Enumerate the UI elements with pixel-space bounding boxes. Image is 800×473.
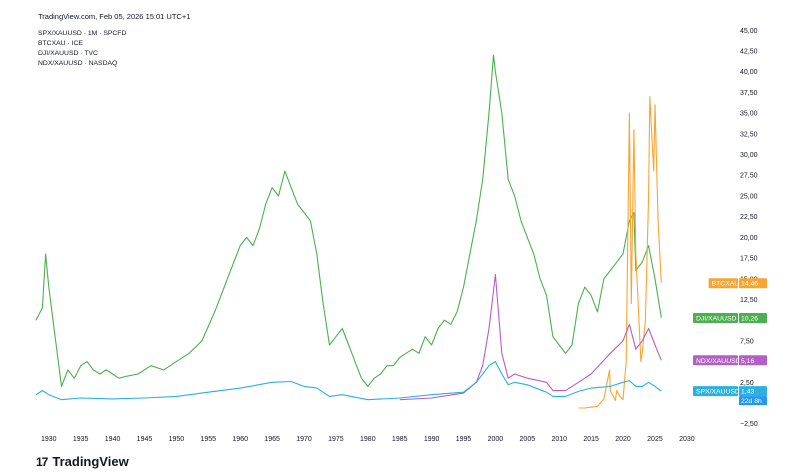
price-label-value-bg (739, 313, 767, 324)
price-label-value-bg (739, 355, 767, 366)
y-tick-label: 25,00 (740, 193, 758, 200)
y-tick-label: 30,00 (740, 152, 758, 159)
series-line-btc (578, 95, 662, 409)
y-axis-ticks: 45,00 42,50 40,00 37,50 35,00 32,50 30,00 27,50… (740, 28, 758, 428)
series-line-ndx (399, 274, 662, 401)
legend-btc[interactable]: BTCXAU · ICE (38, 40, 83, 47)
price-label-value-bg (739, 278, 767, 289)
x-tick-label: 1980 (360, 436, 376, 443)
price-label-name-bg (693, 355, 738, 366)
price-label-name: SPX/XAUUSD (696, 389, 740, 396)
y-tick-label: 42,50 (740, 48, 758, 55)
x-tick-label: 2015 (583, 436, 599, 443)
series-legend: SPX/XAUUSD · 1M · SPCFD BTCXAU · ICE DJI… (38, 29, 126, 69)
y-tick-label: 40,00 (740, 69, 758, 76)
price-labels: BTCXAU 14,46 DJI/XAUUSD 10,26 NDX/XAUUSD 5,16… (693, 278, 767, 406)
price-label-name-bg (693, 386, 738, 397)
x-tick-label: 2020 (615, 436, 631, 443)
y-tick-label: 2,50 (740, 380, 754, 387)
x-tick-label: 2000 (488, 436, 504, 443)
x-tick-label: 1945 (137, 436, 153, 443)
x-tick-label: 1955 (200, 436, 216, 443)
y-tick-label: 22,50 (740, 214, 758, 221)
x-tick-label: 1935 (73, 436, 89, 443)
series-line-spx (35, 361, 662, 401)
y-tick-label: 27,50 (740, 173, 758, 180)
x-tick-label: 1940 (105, 436, 121, 443)
legend-ndx[interactable]: NDX/XAUUSD · NASDAQ (38, 60, 118, 67)
price-label-value: 5,16 (741, 358, 754, 365)
x-tick-label: 1975 (328, 436, 344, 443)
price-label-name-bg (693, 313, 738, 324)
x-tick-label: 2030 (679, 436, 695, 443)
price-label-name: NDX/XAUUSD (696, 358, 741, 365)
x-tick-label: 1970 (296, 436, 312, 443)
x-tick-label: 2025 (647, 436, 663, 443)
y-tick-label: 35,00 (740, 111, 758, 118)
series-layer (35, 54, 662, 409)
x-tick-label: 1960 (232, 436, 248, 443)
y-tick-label: 37,50 (740, 90, 758, 97)
brand-name: TradingView (52, 454, 129, 469)
price-label-btc: BTCXAU 14,46 (708, 278, 767, 289)
price-label-value-bg (739, 386, 767, 397)
x-tick-label: 2005 (520, 436, 536, 443)
price-label-dji: DJI/XAUUSD 10,26 (693, 313, 767, 324)
x-tick-label: 1995 (456, 436, 472, 443)
y-tick-label: −2,50 (740, 421, 758, 428)
y-tick-label: 17,50 (740, 256, 758, 263)
legend-spx[interactable]: SPX/XAUUSD · 1M · SPCFD (38, 30, 127, 37)
price-label-value: 14,46 (741, 281, 758, 288)
price-label-value: 1,43 (741, 389, 754, 396)
y-tick-label: 45,00 (740, 28, 758, 35)
x-axis-ticks: 1930 1935 1940 1945 1950 1955 1960 1965 1970 1975… (41, 436, 695, 443)
price-label-value: 10,26 (741, 316, 758, 323)
bar-countdown: 22d 8h (741, 398, 762, 405)
y-tick-label: 32,50 (740, 131, 758, 138)
price-label-spx: SPX/XAUUSD 1,43 (693, 386, 767, 397)
x-tick-label: 2010 (551, 436, 567, 443)
x-tick-label: 1965 (264, 436, 280, 443)
countdown-bg (739, 396, 767, 406)
x-tick-label: 1985 (392, 436, 408, 443)
tradingview-logo-icon: 17 (36, 454, 48, 469)
x-tick-label: 1990 (424, 436, 440, 443)
tradingview-brand[interactable]: 17 TradingView (36, 454, 129, 469)
price-label-ndx: NDX/XAUUSD 5,16 (693, 355, 767, 366)
series-line-dji (35, 54, 662, 387)
price-label-name: DJI/XAUUSD (696, 316, 737, 323)
price-label-name-bg (708, 278, 738, 289)
y-tick-label: 7,50 (740, 338, 754, 345)
source-line: TradingView.com, Feb 05, 2026 15:01 UTC+… (38, 12, 191, 21)
legend-dji[interactable]: DJI/XAUUSD · TVC (38, 50, 98, 57)
price-label-name: BTCXAU (712, 281, 740, 288)
x-tick-label: 1950 (169, 436, 185, 443)
x-tick-label: 1930 (41, 436, 57, 443)
y-tick-label: 20,00 (740, 235, 758, 242)
y-tick-label: 12,50 (740, 297, 758, 304)
